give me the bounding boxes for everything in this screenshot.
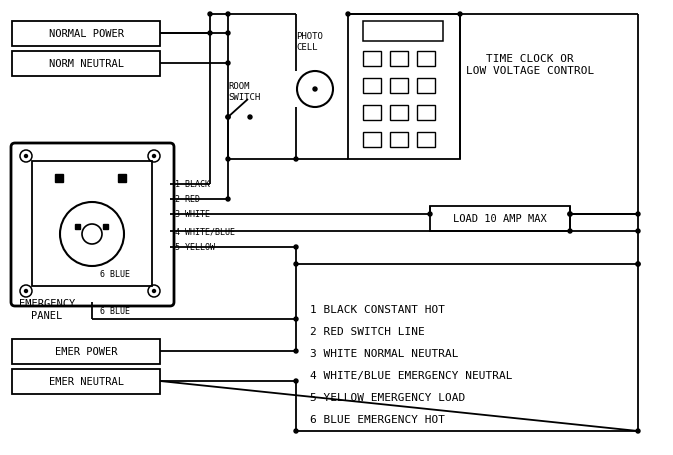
Text: NORM NEUTRAL: NORM NEUTRAL xyxy=(48,59,124,69)
Text: 6 BLUE: 6 BLUE xyxy=(100,270,130,279)
Circle shape xyxy=(346,13,350,17)
Bar xyxy=(348,15,460,160)
Text: ROOM
SWITCH: ROOM SWITCH xyxy=(228,82,260,101)
Text: 3 WHITE NORMAL NEUTRAL: 3 WHITE NORMAL NEUTRAL xyxy=(310,348,458,358)
Text: 2 RED SWITCH LINE: 2 RED SWITCH LINE xyxy=(310,326,425,336)
Bar xyxy=(12,22,160,47)
Bar xyxy=(430,207,570,232)
Bar xyxy=(32,162,152,286)
Circle shape xyxy=(24,290,28,293)
Circle shape xyxy=(294,379,298,383)
Bar xyxy=(363,79,381,94)
Circle shape xyxy=(428,212,432,217)
Bar xyxy=(363,22,443,42)
Text: EMER POWER: EMER POWER xyxy=(55,346,117,356)
Circle shape xyxy=(226,13,230,17)
Text: TIME CLOCK OR
LOW VOLTAGE CONTROL: TIME CLOCK OR LOW VOLTAGE CONTROL xyxy=(466,54,594,76)
Circle shape xyxy=(208,13,212,17)
Bar xyxy=(417,106,435,121)
Bar xyxy=(363,106,381,121)
Circle shape xyxy=(226,32,230,36)
Bar xyxy=(103,224,108,229)
Bar xyxy=(12,52,160,77)
Circle shape xyxy=(294,429,298,433)
Text: 5 YELLOW EMERGENCY LOAD: 5 YELLOW EMERGENCY LOAD xyxy=(310,392,465,402)
Bar xyxy=(390,106,408,121)
Circle shape xyxy=(226,116,230,120)
Circle shape xyxy=(294,263,298,267)
Bar xyxy=(417,52,435,67)
Circle shape xyxy=(226,157,230,162)
Text: 1 BLACK: 1 BLACK xyxy=(175,180,210,189)
Circle shape xyxy=(294,157,298,162)
Text: NORMAL POWER: NORMAL POWER xyxy=(48,29,124,39)
Circle shape xyxy=(636,429,640,433)
Bar xyxy=(12,369,160,394)
FancyBboxPatch shape xyxy=(11,144,174,306)
Bar xyxy=(75,224,80,229)
Circle shape xyxy=(208,32,212,36)
Text: PHOTO
CELL: PHOTO CELL xyxy=(296,32,323,51)
Circle shape xyxy=(636,212,640,217)
Text: 1 BLACK CONSTANT HOT: 1 BLACK CONSTANT HOT xyxy=(310,304,445,314)
Circle shape xyxy=(568,229,572,233)
Circle shape xyxy=(568,212,572,217)
Bar xyxy=(12,339,160,364)
Text: 5 YELLOW: 5 YELLOW xyxy=(175,243,215,252)
Text: EMERGENCY
PANEL: EMERGENCY PANEL xyxy=(19,298,75,320)
Text: 6 BLUE EMERGENCY HOT: 6 BLUE EMERGENCY HOT xyxy=(310,414,445,424)
Circle shape xyxy=(568,212,572,217)
Text: EMER NEUTRAL: EMER NEUTRAL xyxy=(48,376,124,386)
Circle shape xyxy=(226,116,230,120)
Circle shape xyxy=(294,317,298,321)
Circle shape xyxy=(294,245,298,249)
Text: LOAD 10 AMP MAX: LOAD 10 AMP MAX xyxy=(453,213,547,223)
Circle shape xyxy=(313,88,317,92)
Bar xyxy=(55,175,63,182)
Circle shape xyxy=(226,197,230,202)
Circle shape xyxy=(153,155,155,158)
Text: 4 WHITE/BLUE: 4 WHITE/BLUE xyxy=(175,227,235,236)
Bar xyxy=(390,52,408,67)
Circle shape xyxy=(226,62,230,66)
Circle shape xyxy=(636,263,640,267)
Text: 2 RED: 2 RED xyxy=(175,195,200,204)
Circle shape xyxy=(636,229,640,233)
Circle shape xyxy=(248,116,252,120)
Bar xyxy=(390,133,408,148)
Circle shape xyxy=(153,290,155,293)
Text: 6 BLUE: 6 BLUE xyxy=(100,307,130,316)
Bar xyxy=(363,133,381,148)
Circle shape xyxy=(458,13,462,17)
Text: 4 WHITE/BLUE EMERGENCY NEUTRAL: 4 WHITE/BLUE EMERGENCY NEUTRAL xyxy=(310,370,513,380)
Bar xyxy=(118,175,126,182)
Bar xyxy=(417,133,435,148)
Circle shape xyxy=(636,263,640,267)
Circle shape xyxy=(24,155,28,158)
Text: 3 WHITE: 3 WHITE xyxy=(175,210,210,219)
Circle shape xyxy=(294,349,298,353)
Bar xyxy=(417,79,435,94)
Bar xyxy=(363,52,381,67)
Bar xyxy=(390,79,408,94)
